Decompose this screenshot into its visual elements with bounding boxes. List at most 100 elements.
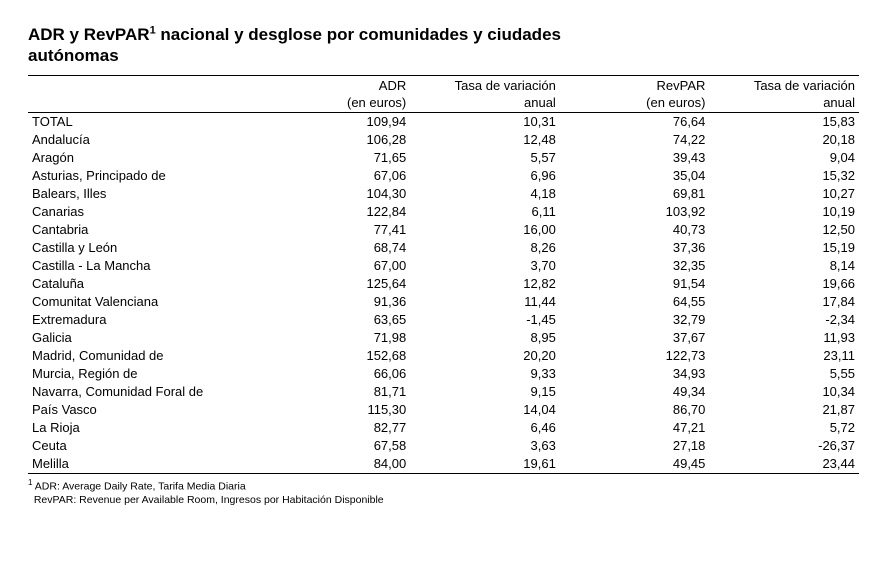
row-value: 8,95 — [410, 329, 560, 347]
row-value: 35,04 — [560, 167, 710, 185]
row-value: 115,30 — [261, 401, 411, 419]
row-value: 152,68 — [261, 347, 411, 365]
row-label: País Vasco — [28, 401, 261, 419]
table-row: Navarra, Comunidad Foral de81,719,1549,3… — [28, 383, 859, 401]
row-value: 49,34 — [560, 383, 710, 401]
row-value: -2,34 — [709, 311, 859, 329]
row-label: TOTAL — [28, 112, 261, 131]
row-value: 86,70 — [560, 401, 710, 419]
row-value: 11,93 — [709, 329, 859, 347]
row-value: 10,31 — [410, 112, 560, 131]
table-row: Canarias122,846,11103,9210,19 — [28, 203, 859, 221]
row-value: 5,55 — [709, 365, 859, 383]
footnote-1: 1 ADR: Average Daily Rate, Tarifa Media … — [28, 478, 859, 494]
title-part1: ADR y RevPAR — [28, 25, 150, 44]
row-value: 5,72 — [709, 419, 859, 437]
row-value: 122,73 — [560, 347, 710, 365]
row-value: 5,57 — [410, 149, 560, 167]
header-var2-top: Tasa de variación — [709, 75, 859, 93]
row-value: 49,45 — [560, 455, 710, 474]
row-value: 103,92 — [560, 203, 710, 221]
table-row: Comunitat Valenciana91,3611,4464,5517,84 — [28, 293, 859, 311]
row-value: 67,58 — [261, 437, 411, 455]
row-value: 19,66 — [709, 275, 859, 293]
row-value: 12,82 — [410, 275, 560, 293]
row-label: Murcia, Región de — [28, 365, 261, 383]
row-value: 37,36 — [560, 239, 710, 257]
table-row: País Vasco115,3014,0486,7021,87 — [28, 401, 859, 419]
row-value: 104,30 — [261, 185, 411, 203]
row-value: 40,73 — [560, 221, 710, 239]
row-value: 8,14 — [709, 257, 859, 275]
row-value: 106,28 — [261, 131, 411, 149]
row-value: 20,20 — [410, 347, 560, 365]
row-value: 15,83 — [709, 112, 859, 131]
row-value: 12,50 — [709, 221, 859, 239]
footnotes: 1 ADR: Average Daily Rate, Tarifa Media … — [28, 478, 859, 508]
row-label: Extremadura — [28, 311, 261, 329]
row-value: 122,84 — [261, 203, 411, 221]
row-value: 14,04 — [410, 401, 560, 419]
row-label: Cataluña — [28, 275, 261, 293]
header-adr-top: ADR — [261, 75, 411, 93]
row-label: Madrid, Comunidad de — [28, 347, 261, 365]
header-var2-bot: anual — [709, 93, 859, 113]
row-label: Canarias — [28, 203, 261, 221]
row-value: 74,22 — [560, 131, 710, 149]
table-row: Melilla84,0019,6149,4523,44 — [28, 455, 859, 474]
table-title: ADR y RevPAR1 nacional y desglose por co… — [28, 24, 859, 67]
row-value: 6,11 — [410, 203, 560, 221]
adr-revpar-table: ADR Tasa de variación RevPAR Tasa de var… — [28, 75, 859, 474]
row-label: Cantabria — [28, 221, 261, 239]
row-value: 77,41 — [261, 221, 411, 239]
header-rev-top: RevPAR — [560, 75, 710, 93]
row-value: 23,44 — [709, 455, 859, 474]
row-value: 3,70 — [410, 257, 560, 275]
row-value: 20,18 — [709, 131, 859, 149]
table-body: TOTAL109,9410,3176,6415,83Andalucía106,2… — [28, 112, 859, 473]
row-value: 76,64 — [560, 112, 710, 131]
title-line2: autónomas — [28, 46, 119, 65]
header-adr-bot: (en euros) — [261, 93, 411, 113]
row-value: 67,06 — [261, 167, 411, 185]
row-value: 10,27 — [709, 185, 859, 203]
row-value: 8,26 — [410, 239, 560, 257]
table-row: La Rioja82,776,4647,215,72 — [28, 419, 859, 437]
row-label: Asturias, Principado de — [28, 167, 261, 185]
table-row: Castilla - La Mancha67,003,7032,358,14 — [28, 257, 859, 275]
row-value: 39,43 — [560, 149, 710, 167]
row-value: 19,61 — [410, 455, 560, 474]
row-value: 9,04 — [709, 149, 859, 167]
row-value: 6,46 — [410, 419, 560, 437]
row-label: Melilla — [28, 455, 261, 474]
row-label: Comunitat Valenciana — [28, 293, 261, 311]
table-row: Asturias, Principado de67,066,9635,0415,… — [28, 167, 859, 185]
row-label: Ceuta — [28, 437, 261, 455]
row-label: Navarra, Comunidad Foral de — [28, 383, 261, 401]
row-value: 11,44 — [410, 293, 560, 311]
row-value: 71,98 — [261, 329, 411, 347]
footnote-2-text: RevPAR: Revenue per Available Room, Ingr… — [34, 494, 384, 506]
row-value: 9,15 — [410, 383, 560, 401]
row-value: 91,54 — [560, 275, 710, 293]
row-value: 16,00 — [410, 221, 560, 239]
table-row: Andalucía106,2812,4874,2220,18 — [28, 131, 859, 149]
title-part2: nacional y desglose por comunidades y ci… — [156, 25, 561, 44]
row-value: 67,00 — [261, 257, 411, 275]
row-value: 68,74 — [261, 239, 411, 257]
row-value: 63,65 — [261, 311, 411, 329]
row-value: 10,34 — [709, 383, 859, 401]
row-value: 34,93 — [560, 365, 710, 383]
row-value: 37,67 — [560, 329, 710, 347]
row-value: 109,94 — [261, 112, 411, 131]
row-value: 71,65 — [261, 149, 411, 167]
header-rev-bot: (en euros) — [560, 93, 710, 113]
row-value: 10,19 — [709, 203, 859, 221]
row-value: 15,32 — [709, 167, 859, 185]
row-value: 9,33 — [410, 365, 560, 383]
table-row: TOTAL109,9410,3176,6415,83 — [28, 112, 859, 131]
row-label: Castilla - La Mancha — [28, 257, 261, 275]
row-value: 27,18 — [560, 437, 710, 455]
header-var1-bot: anual — [410, 93, 560, 113]
table-row: Cantabria77,4116,0040,7312,50 — [28, 221, 859, 239]
